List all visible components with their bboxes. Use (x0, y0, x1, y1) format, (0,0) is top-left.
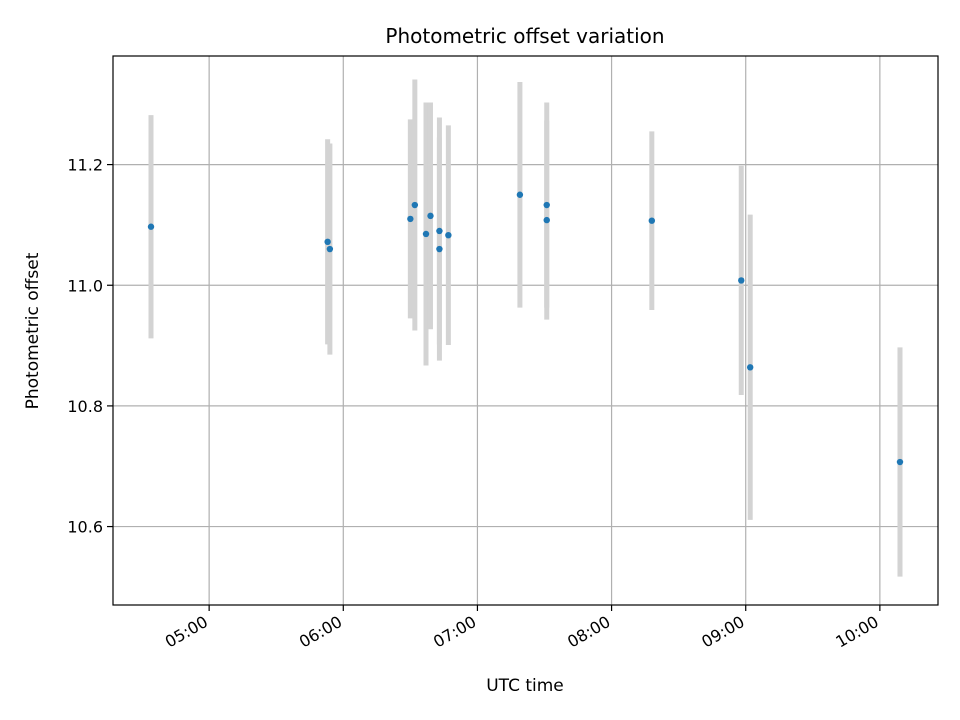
plot-frame (112, 55, 939, 606)
y-tick-label: 10.6 (67, 518, 103, 537)
data-point (738, 277, 745, 284)
data-point (516, 191, 524, 198)
y-tick-label: 10.8 (67, 397, 103, 416)
x-axis-label: UTC time (486, 676, 564, 696)
chart-title: Photometric offset variation (385, 24, 664, 48)
grid (113, 56, 938, 605)
y-tick-label: 11.2 (67, 156, 103, 175)
data-point (324, 238, 331, 246)
data-points (147, 191, 904, 466)
data-point (436, 245, 443, 253)
data-point (896, 458, 904, 466)
data-point (746, 364, 754, 371)
data-point (422, 230, 430, 238)
data-point (543, 201, 550, 209)
y-axis-label: Photometric offset (23, 252, 43, 409)
data-point (411, 201, 419, 209)
data-point (147, 223, 155, 230)
y-tick-label: 11.0 (67, 276, 103, 295)
data-point (543, 216, 550, 224)
data-point (427, 212, 434, 220)
data-point (326, 245, 334, 253)
data-point (436, 227, 443, 235)
y-axis-ticks: 10.6 10.8 11.0 11.2 (67, 156, 113, 537)
data-point (407, 215, 414, 223)
data-point (648, 217, 656, 224)
data-point (445, 231, 452, 239)
